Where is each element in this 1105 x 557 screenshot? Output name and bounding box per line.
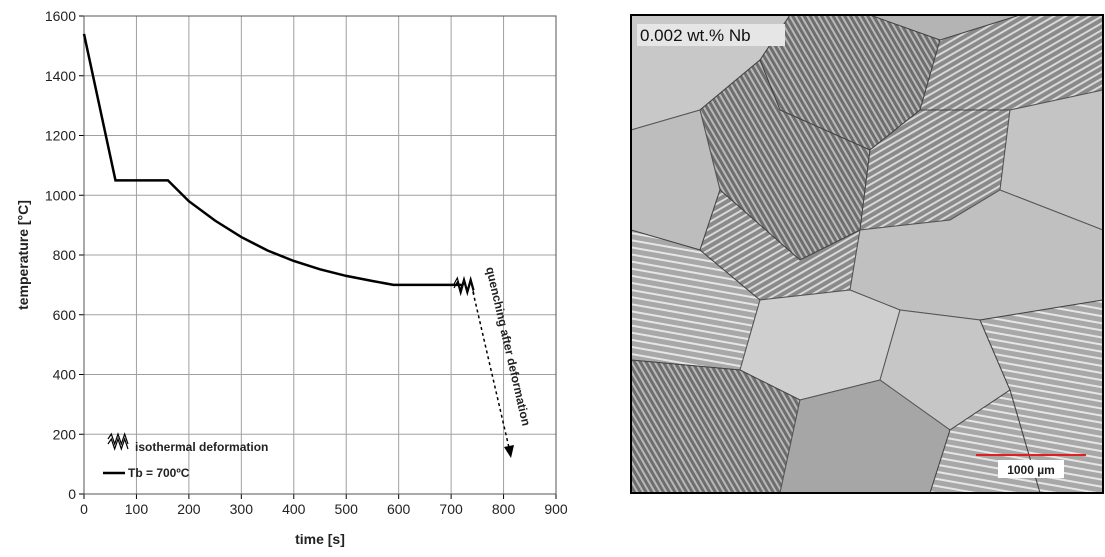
- y-tick-label: 1400: [45, 68, 76, 84]
- deformation-marker: [453, 279, 475, 297]
- y-tick-label: 1000: [45, 187, 76, 203]
- x-tick-label: 900: [544, 501, 568, 517]
- deformation-marker: [453, 275, 475, 293]
- scale-box: [998, 460, 1064, 478]
- x-tick-label: 200: [177, 501, 201, 517]
- y-tick-label: 1200: [45, 128, 76, 144]
- x-tick-label: 100: [125, 501, 149, 517]
- annotation: isothermal deformation: [135, 440, 268, 454]
- micrograph-frame: [630, 14, 1104, 494]
- x-tick-label: 500: [335, 501, 359, 517]
- arrow-head: [504, 445, 514, 458]
- x-tick-label: 800: [492, 501, 516, 517]
- x-tick-label: 700: [439, 501, 463, 517]
- legend-label: Tb = 700ºC: [128, 466, 190, 480]
- y-tick-label: 0: [68, 486, 76, 502]
- x-tick-label: 600: [387, 501, 411, 517]
- x-tick-label: 300: [230, 501, 254, 517]
- legend-marker: [107, 432, 129, 446]
- label-box: [637, 24, 785, 46]
- x-axis-label: time [s]: [295, 531, 345, 547]
- sample-label: 0.002 wt.% Nb: [640, 26, 751, 45]
- y-tick-label: 1600: [45, 8, 76, 24]
- series-line: [82, 33, 462, 287]
- x-tick-label: 400: [282, 501, 306, 517]
- y-tick-label: 200: [53, 426, 77, 442]
- y-tick-label: 800: [53, 247, 77, 263]
- plot-frame: [83, 15, 557, 495]
- y-axis-label: temperature [°C]: [15, 200, 31, 310]
- y-tick-label: 600: [53, 307, 77, 323]
- y-tick-label: 400: [53, 367, 77, 383]
- scale-label: 1000 µm: [1007, 463, 1055, 477]
- micrograph: 0.002 wt.% Nb 1000 µm: [631, 15, 1103, 493]
- legend-marker: [107, 437, 129, 451]
- x-tick-label: 0: [80, 501, 88, 517]
